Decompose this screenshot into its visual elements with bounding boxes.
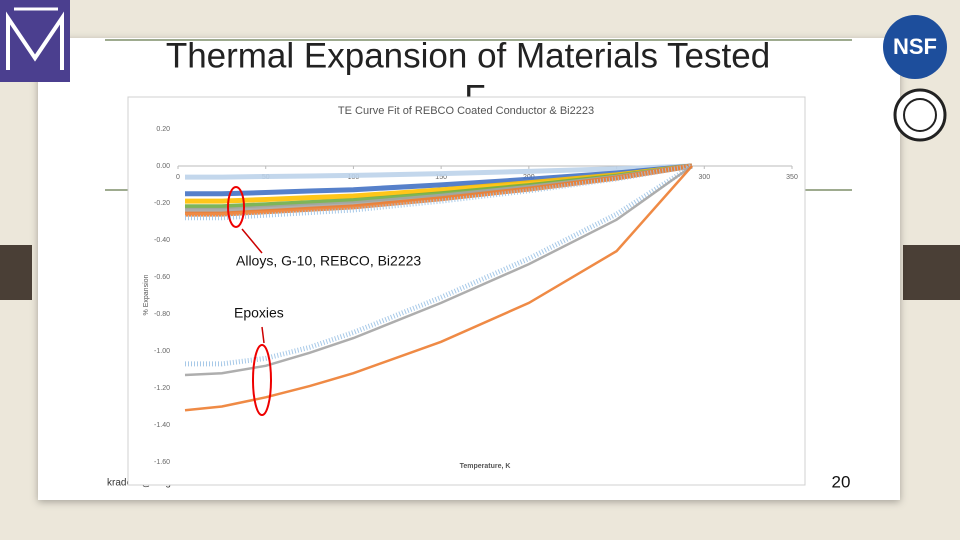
left-tab: [0, 245, 32, 300]
highlight-ellipse: [227, 186, 245, 228]
y-tick-label: -1.20: [154, 385, 170, 392]
m-logo-mark: [5, 11, 64, 70]
x-tick-label: 350: [786, 174, 798, 181]
y-tick-label: -0.80: [154, 311, 170, 318]
y-tick-label: -1.60: [154, 459, 170, 466]
annotations: Alloys, G-10, REBCO, Bi2223 Epoxies: [227, 186, 421, 416]
y-tick-label: -0.20: [154, 200, 170, 207]
y-tick-label: -1.00: [154, 348, 170, 355]
series-line: [184, 164, 693, 377]
arrow: [241, 228, 263, 254]
page-number: 20: [832, 472, 851, 491]
annotation: Epoxies: [234, 305, 284, 321]
fsu-seal: [893, 88, 947, 142]
y-axis-title: % Expansion: [143, 274, 150, 315]
x-tick-label: 0: [176, 174, 180, 181]
arrow: [261, 326, 265, 344]
y-tick-label: -0.60: [154, 274, 170, 281]
right-tab: [903, 245, 960, 300]
m-logo: [0, 0, 70, 82]
y-tick-label: 0.00: [156, 163, 170, 170]
series-line: [184, 165, 693, 412]
nsf-text: NSF: [893, 34, 937, 59]
y-tick-label: -1.40: [154, 422, 170, 429]
series-line: [185, 163, 693, 217]
series-line: [185, 163, 693, 221]
series-line: [185, 163, 693, 180]
chart-title: TE Curve Fit of REBCO Coated Conductor &…: [338, 105, 594, 117]
x-tick-label: 150: [435, 174, 447, 181]
annotation: Alloys, G-10, REBCO, Bi2223: [236, 253, 421, 269]
fsu-seal: [903, 98, 937, 132]
series-line: [185, 163, 694, 367]
nsf-logo: [883, 15, 947, 79]
highlight-ellipse: [252, 344, 272, 416]
chart: TE Curve Fit of REBCO Coated Conductor &…: [127, 96, 806, 486]
y-tick-label: 0.20: [156, 126, 170, 133]
slide-title: Thermal Expansion of Materials Tested: [166, 36, 770, 75]
y-tick-label: -0.40: [154, 237, 170, 244]
x-axis-title: Temperature, K: [460, 463, 511, 470]
x-tick-label: 300: [698, 174, 710, 181]
